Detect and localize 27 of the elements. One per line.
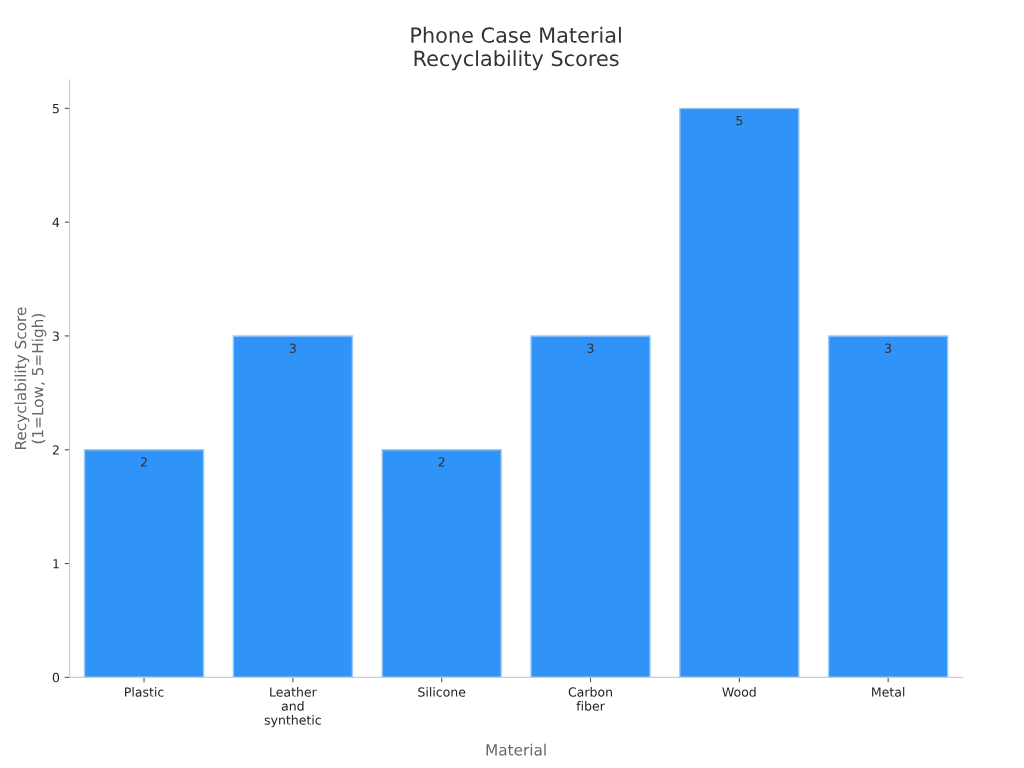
bar	[827, 335, 949, 678]
chart-title: Phone Case Material Recyclability Scores	[411, 26, 621, 71]
data-label: 3	[885, 343, 892, 353]
x-tick-label: Wood	[722, 687, 756, 697]
bar	[83, 449, 205, 678]
bar	[381, 449, 502, 678]
data-label: 3	[289, 343, 296, 353]
y-axis-title: Recyclability Score (1=Low, 5=High)	[14, 307, 47, 450]
x-tick-label: Metal	[872, 687, 905, 697]
y-tick-label: 2	[52, 445, 59, 455]
bar	[679, 107, 800, 678]
data-label: 2	[140, 457, 147, 467]
x-tick-label: Plastic	[125, 687, 164, 697]
data-label: 5	[736, 116, 743, 126]
y-tick-label: 1	[53, 559, 59, 569]
y-tick-label: 4	[52, 217, 60, 227]
y-tick-label: 3	[52, 331, 59, 341]
data-label: 2	[438, 457, 445, 467]
x-tick-label: Silicone	[418, 687, 466, 697]
y-tick-label: 5	[52, 103, 59, 114]
bar	[530, 335, 651, 678]
data-label: 3	[587, 343, 594, 353]
x-axis-title: Material	[486, 743, 546, 756]
x-tick-label: Leather and synthetic	[264, 687, 321, 728]
bar	[232, 335, 354, 678]
y-tick-label: 0	[52, 672, 60, 683]
x-tick-label: Carbon fiber	[568, 687, 612, 711]
